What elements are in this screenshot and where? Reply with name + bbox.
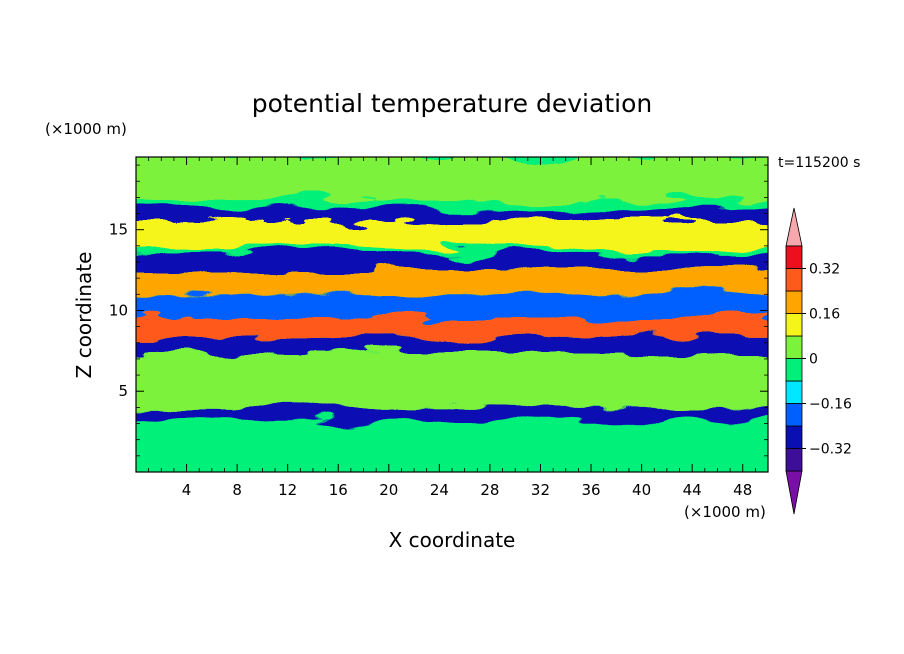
colorbar-arrow-bottom (785, 470, 803, 515)
x-tick-label: 36 (581, 481, 600, 499)
colorbar-box (785, 380, 803, 404)
x-tick-label: 8 (232, 481, 242, 499)
colorbar-box (785, 268, 803, 292)
field-band (136, 318, 768, 338)
colorbar-box (785, 313, 803, 337)
y-ticks: 5 10 15 (109, 164, 768, 457)
field-band (136, 270, 768, 295)
y-tick-label: 5 (118, 382, 128, 400)
x-tick-label: 32 (531, 481, 550, 499)
field-band (136, 354, 768, 408)
x-tick-label: 16 (329, 481, 348, 499)
colorbar-box (785, 290, 803, 314)
colorbar-arrow-top (785, 207, 803, 247)
y-axis-label: Z coordinate (72, 252, 96, 379)
colorbar-tick-label: 0 (809, 352, 818, 368)
x-unit-label: (×1000 m) (684, 503, 766, 521)
field-layer (136, 157, 768, 472)
x-tick-label: 40 (632, 481, 651, 499)
plot-area (136, 157, 768, 472)
field-band (136, 294, 768, 319)
time-label: t=115200 s (778, 155, 860, 171)
colorbar-box (785, 358, 803, 382)
field-band (136, 420, 768, 472)
x-tick-label: 20 (379, 481, 398, 499)
colorbar-tick-label: 0.32 (809, 262, 840, 278)
y-tick-label: 15 (109, 221, 128, 239)
colorbar-tick-label: 0.16 (809, 307, 840, 323)
x-axis-label: X coordinate (389, 528, 516, 552)
colorbar-box (785, 245, 803, 269)
y-unit-label: (×1000 m) (45, 120, 127, 138)
x-ticks: 4 8 12 16 20 24 28 32 36 40 44 48 (148, 157, 756, 499)
colorbar-box (785, 335, 803, 359)
colorbar-box (785, 425, 803, 449)
chart-title: potential temperature deviation (252, 89, 652, 118)
colorbar-box (785, 403, 803, 427)
field-band (136, 157, 768, 201)
x-tick-label: 4 (182, 481, 192, 499)
y-tick-label: 10 (109, 301, 128, 319)
field-band (136, 407, 768, 421)
field-band (136, 337, 768, 355)
x-tick-label: 24 (430, 481, 449, 499)
colorbar: 0.32 0.16 0 −0.16 −0.32 (785, 207, 852, 515)
field-band (136, 253, 768, 271)
x-tick-label: 48 (733, 481, 752, 499)
x-tick-label: 12 (278, 481, 297, 499)
x-tick-label: 44 (683, 481, 702, 499)
colorbar-tick-label: −0.32 (809, 442, 852, 458)
x-tick-label: 28 (480, 481, 499, 499)
field-band (136, 208, 768, 220)
colorbar-box (785, 448, 803, 472)
field-band (136, 220, 768, 250)
colorbar-tick-label: −0.16 (809, 397, 852, 413)
